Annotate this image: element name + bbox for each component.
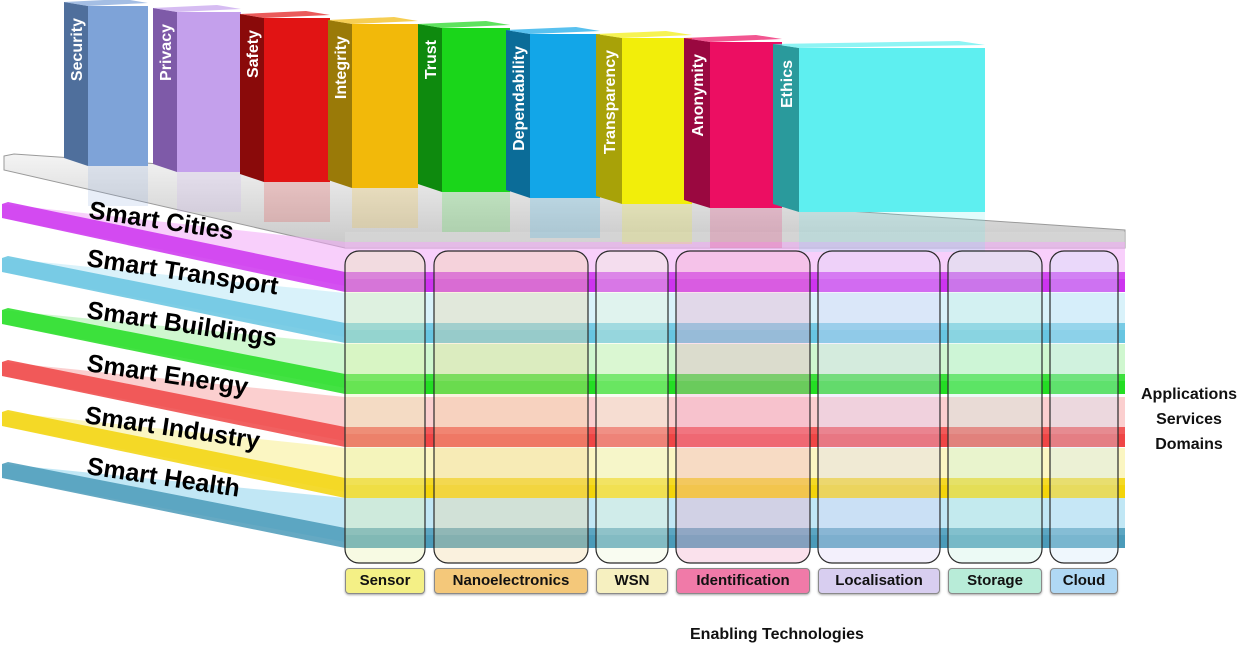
tech-column-identification: [675, 250, 811, 564]
pillar-face: [177, 12, 241, 172]
pillar-top: [773, 41, 985, 48]
pillar-face: [442, 28, 510, 192]
pillar-side: [240, 14, 264, 182]
enabling-technologies-label: Enabling Technologies: [690, 626, 864, 643]
pillar-label: Dependability: [511, 46, 528, 151]
right-label-applications: Applications: [1140, 386, 1237, 403]
domain-layer-smart-industry: [2, 410, 1125, 498]
pillar-reflection: [442, 192, 510, 232]
tech-label-localisation: Localisation: [818, 568, 940, 594]
tech-label-storage: Storage: [948, 568, 1042, 594]
pillar-side: [684, 38, 710, 208]
pillar-face: [710, 42, 782, 208]
tech-label-identification: Identification: [676, 568, 810, 594]
pillar-reflection: [352, 188, 418, 228]
pillar-side: [64, 2, 88, 166]
pillar-label: Integrity: [333, 36, 350, 99]
tech-label-cloud: Cloud: [1050, 568, 1118, 594]
pillar-top: [240, 11, 330, 18]
domain-band: [2, 410, 1125, 498]
pillar-side: [773, 44, 799, 212]
pillar-top: [153, 5, 241, 12]
pillar-reflection: [264, 182, 330, 222]
pillar-trust: Trust: [418, 21, 510, 232]
right-label-services: Services: [1156, 411, 1222, 428]
pillar-label: Anonymity: [690, 54, 707, 137]
domain-layer-smart-energy: [2, 360, 1125, 447]
pillar-dependability: Dependability: [506, 27, 600, 238]
pillar-privacy: Privacy: [153, 5, 241, 212]
pillar-transparency: Transparency: [596, 31, 692, 244]
pillar-top: [328, 17, 418, 24]
pillar-face: [264, 18, 330, 182]
tech-column-cloud: [1049, 250, 1119, 564]
pillar-label: Security: [69, 18, 86, 81]
pillar-label: Privacy: [158, 24, 175, 81]
domain-band: [2, 360, 1125, 447]
domain-front-edge: [345, 330, 1125, 343]
pillar-label: Ethics: [779, 60, 796, 108]
domain-front-edge: [345, 535, 1125, 548]
tech-label-nanoelectronics: Nanoelectronics: [434, 568, 588, 594]
domain-band: [2, 308, 1125, 394]
pillar-face: [88, 6, 148, 166]
domain-layer-smart-cities: [2, 202, 1125, 292]
pillar-side: [418, 24, 442, 192]
domain-front-edge: [345, 485, 1125, 498]
tech-column-nanoelectronics: [433, 250, 589, 564]
pillar-reflection: [177, 172, 241, 212]
tech-column-sensor: [344, 250, 426, 564]
pillar-top: [64, 0, 148, 6]
pillar-top: [506, 27, 600, 34]
right-label-domains: Domains: [1155, 436, 1223, 453]
pillar-reflection: [88, 166, 148, 206]
tech-column-storage: [947, 250, 1043, 564]
pillar-anonymity: Anonymity: [684, 35, 782, 248]
pillar-face: [530, 34, 600, 198]
pillar-reflection: [622, 204, 692, 244]
pillar-top: [684, 35, 782, 42]
domain-layer-smart-buildings: [2, 308, 1125, 394]
pillar-reflection: [710, 208, 782, 248]
pillar-face: [799, 48, 985, 212]
domain-band: [2, 202, 1125, 292]
domain-band: [2, 256, 1125, 343]
pillar-label: Trust: [423, 39, 440, 79]
tech-label-sensor: Sensor: [345, 568, 425, 594]
pillar-side: [596, 34, 622, 204]
pillar-integrity: Integrity: [328, 17, 418, 228]
pillar-security: Security: [64, 0, 148, 206]
pillar-side: [153, 8, 177, 172]
pillar-face: [352, 24, 418, 188]
domain-front-edge: [345, 381, 1125, 394]
pillar-side: [328, 20, 352, 188]
tech-column-wsn: [595, 250, 669, 564]
pillar-safety: Safety: [240, 11, 330, 222]
pillar-label: Safety: [245, 30, 262, 78]
tech-label-wsn: WSN: [596, 568, 668, 594]
pillar-label: Transparency: [602, 50, 619, 154]
domain-layer-smart-health: [2, 462, 1125, 548]
domain-front-edge: [345, 279, 1125, 292]
pillar-reflection: [799, 212, 985, 252]
tech-column-localisation: [817, 250, 941, 564]
domain-layer-smart-transport: [2, 256, 1125, 343]
pillar-top: [418, 21, 510, 28]
domain-front-edge: [345, 434, 1125, 447]
domain-band: [2, 462, 1125, 548]
pillar-top: [596, 31, 692, 38]
pillar-side: [506, 30, 530, 198]
pillar-reflection: [530, 198, 600, 238]
pillar-face: [622, 38, 692, 204]
pillar-ethics: Ethics: [773, 41, 985, 252]
